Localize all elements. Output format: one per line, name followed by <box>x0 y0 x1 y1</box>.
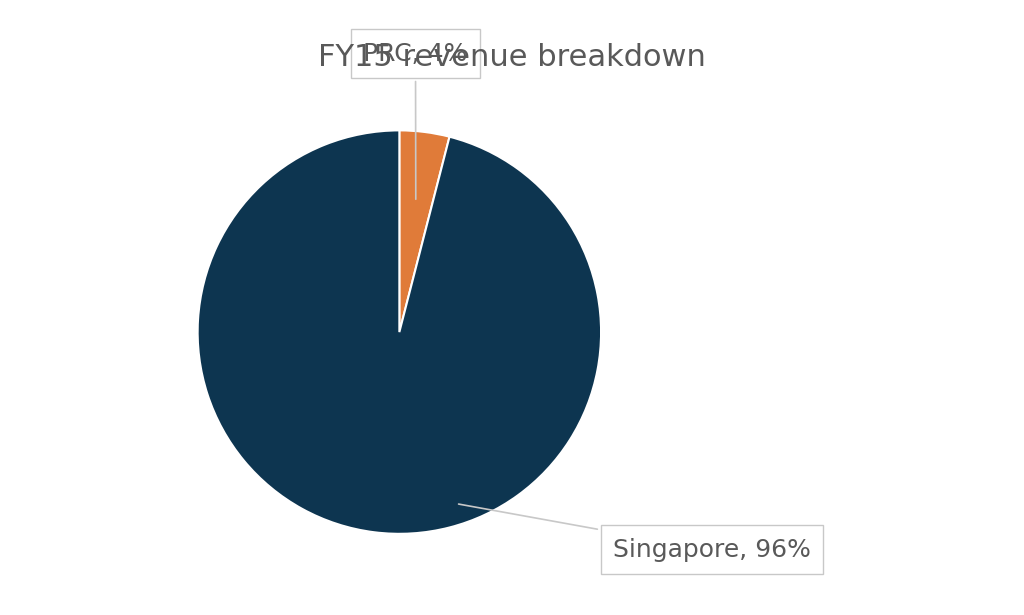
Text: FY15 revenue breakdown: FY15 revenue breakdown <box>318 43 706 72</box>
Wedge shape <box>198 130 601 534</box>
Wedge shape <box>399 130 450 332</box>
Text: Singapore, 96%: Singapore, 96% <box>459 504 811 562</box>
Text: PRC, 4%: PRC, 4% <box>364 42 468 199</box>
